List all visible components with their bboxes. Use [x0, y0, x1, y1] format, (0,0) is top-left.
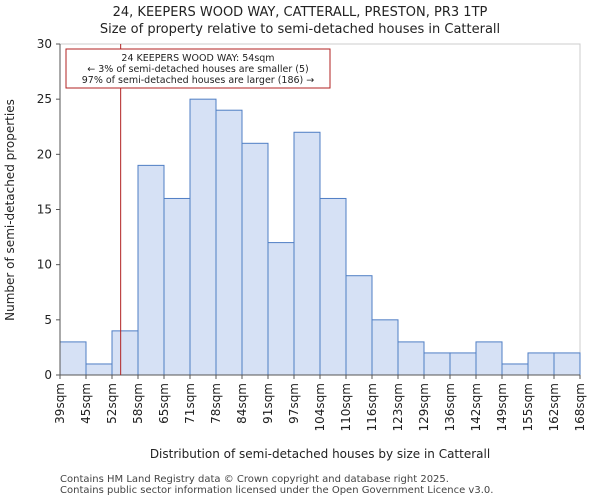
histogram-bar[interactable]	[449, 352, 477, 376]
histogram-bar[interactable]	[241, 142, 269, 376]
x-tick-label: 162sqm	[547, 383, 561, 431]
x-tick-label: 91sqm	[261, 383, 275, 424]
x-tick-label: 168sqm	[573, 383, 587, 431]
y-tick-label: 25	[37, 92, 52, 106]
histogram-bar[interactable]	[553, 352, 581, 376]
annotation-line1: 24 KEEPERS WOOD WAY: 54sqm	[121, 53, 274, 64]
y-axis-label: Number of semi-detached properties	[3, 99, 17, 321]
histogram-bar[interactable]	[111, 330, 139, 376]
histogram-bar[interactable]	[85, 363, 113, 376]
histogram-bar[interactable]	[163, 197, 191, 376]
x-tick-label: 155sqm	[521, 383, 535, 431]
y-tick-label: 10	[37, 258, 52, 272]
x-tick-label: 97sqm	[287, 383, 301, 424]
x-tick-label: 129sqm	[417, 383, 431, 431]
y-tick-label: 5	[44, 313, 52, 327]
y-tick-label: 20	[37, 147, 52, 161]
histogram-bar[interactable]	[423, 352, 451, 376]
x-tick-label: 45sqm	[79, 383, 93, 424]
annotation-line3: 97% of semi-detached houses are larger (…	[82, 75, 315, 86]
footer-line1: Contains HM Land Registry data © Crown c…	[60, 474, 449, 485]
annotation-box	[65, 48, 331, 89]
histogram-bar[interactable]	[137, 164, 165, 376]
histogram-bar[interactable]	[293, 131, 321, 376]
x-tick-label: 136sqm	[443, 383, 457, 431]
y-tick-label: 15	[37, 203, 52, 217]
x-tick-label: 104sqm	[313, 383, 327, 431]
x-tick-label: 78sqm	[209, 383, 223, 424]
histogram-bar[interactable]	[189, 98, 217, 376]
x-tick-label: 39sqm	[53, 383, 67, 424]
histogram-bar[interactable]	[267, 242, 295, 376]
annotation-line2: ← 3% of semi-detached houses are smaller…	[87, 64, 308, 75]
histogram-bar[interactable]	[501, 363, 529, 376]
histogram-bar[interactable]	[59, 341, 87, 376]
y-tick-label: 0	[44, 368, 52, 382]
x-tick-label: 116sqm	[365, 383, 379, 431]
x-tick-label: 84sqm	[235, 383, 249, 424]
x-tick-label: 65sqm	[157, 383, 171, 424]
y-tick-label: 30	[37, 37, 52, 51]
histogram-bar[interactable]	[475, 341, 503, 376]
x-tick-label: 123sqm	[391, 383, 405, 431]
x-tick-label: 110sqm	[339, 383, 353, 431]
histogram-bar[interactable]	[215, 109, 243, 376]
histogram-bar[interactable]	[345, 275, 373, 376]
chart-title-line2: Size of property relative to semi-detach…	[99, 22, 501, 37]
x-tick-label: 71sqm	[183, 383, 197, 424]
histogram-bar[interactable]	[397, 341, 425, 376]
x-axis-label: Distribution of semi-detached houses by …	[150, 447, 490, 461]
x-tick-label: 142sqm	[469, 383, 483, 431]
x-tick-label: 52sqm	[105, 383, 119, 424]
histogram-bar[interactable]	[527, 352, 555, 376]
x-tick-label: 149sqm	[495, 383, 509, 431]
x-tick-label: 58sqm	[131, 383, 145, 424]
chart-title-line1: 24, KEEPERS WOOD WAY, CATTERALL, PRESTON…	[112, 5, 488, 20]
histogram-bar[interactable]	[319, 197, 347, 376]
histogram-bar[interactable]	[371, 319, 399, 376]
footer-line2: Contains public sector information licen…	[60, 485, 494, 496]
